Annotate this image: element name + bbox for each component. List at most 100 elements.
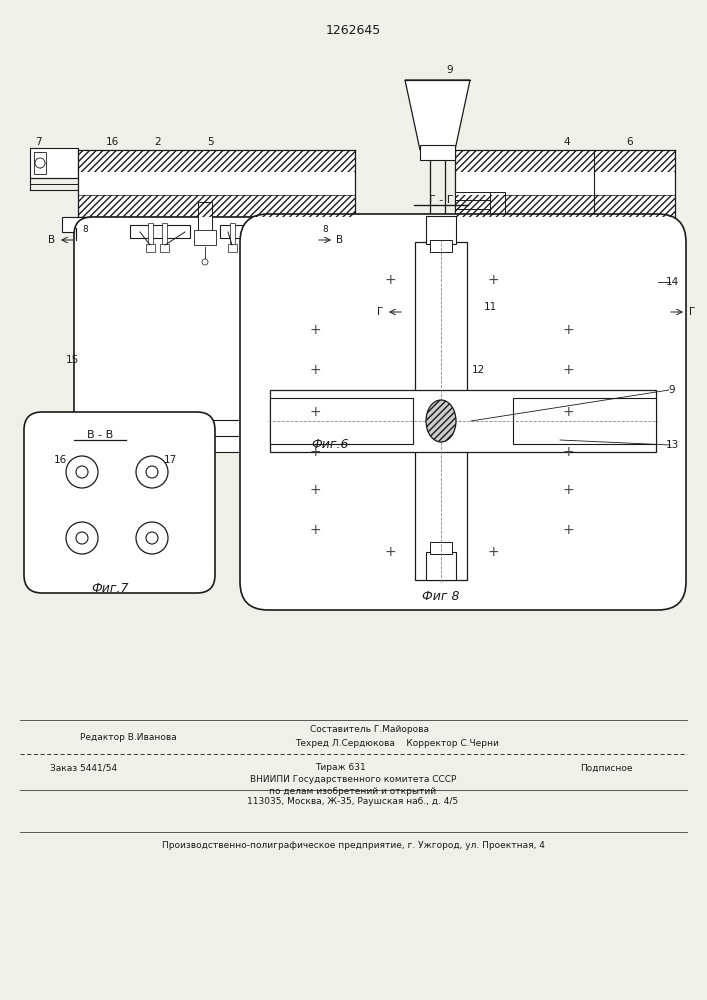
Text: Фиг 8: Фиг 8 [422, 589, 460, 602]
Bar [162, 223, 167, 245]
Ellipse shape [426, 400, 456, 442]
Bar [455, 252, 490, 260]
Bar [145, 436, 263, 452]
Text: В: В [337, 235, 344, 245]
Bar [455, 150, 675, 172]
Bar [426, 318, 450, 342]
Bar [595, 252, 655, 260]
Bar [120, 420, 288, 438]
Text: Тираж 631: Тираж 631 [315, 764, 366, 772]
Bar [490, 192, 505, 217]
Text: 5: 5 [206, 137, 214, 147]
Bar [415, 242, 467, 580]
Text: 2: 2 [155, 137, 161, 147]
Text: ВНИИПИ Государственного комитета СССР: ВНИИПИ Государственного комитета СССР [250, 776, 456, 784]
Bar [270, 398, 413, 444]
Text: Фиг.6: Фиг.6 [311, 438, 349, 452]
Bar [455, 272, 490, 280]
Text: 11: 11 [484, 302, 496, 312]
Text: +: + [562, 405, 574, 419]
Bar [455, 150, 675, 172]
Text: Г: Г [689, 307, 695, 317]
Bar [655, 252, 670, 280]
Text: по делам изобретений и открытий: по делам изобретений и открытий [269, 786, 436, 796]
Bar [78, 150, 355, 172]
Bar [78, 150, 355, 172]
Bar [513, 398, 656, 444]
Text: Составитель Г.Майорова: Составитель Г.Майорова [310, 726, 429, 734]
Circle shape [66, 522, 98, 554]
Bar [426, 216, 456, 244]
Text: 7: 7 [35, 137, 41, 147]
Text: +: + [562, 445, 574, 459]
Bar [270, 390, 656, 452]
Text: +: + [384, 545, 396, 559]
Circle shape [76, 466, 88, 478]
Text: Фиг.7: Фиг.7 [91, 582, 129, 594]
Text: +: + [487, 273, 499, 287]
Bar [430, 542, 452, 554]
Circle shape [35, 158, 45, 168]
Text: 8: 8 [82, 226, 88, 234]
Bar [30, 148, 78, 178]
Text: +: + [562, 363, 574, 377]
Bar [78, 195, 355, 217]
Text: 1262645: 1262645 [325, 23, 380, 36]
Bar [146, 244, 155, 252]
Bar [244, 223, 249, 245]
Text: В - В: В - В [87, 430, 113, 440]
Bar [198, 202, 212, 232]
Text: Производственно-полиграфическое предприятие, г. Ужгород, ул. Проектная, 4: Производственно-полиграфическое предприя… [162, 840, 544, 850]
Text: 17: 17 [163, 455, 177, 465]
Text: +: + [384, 273, 396, 287]
Bar [34, 152, 46, 174]
Text: +: + [562, 483, 574, 497]
Bar [490, 252, 505, 280]
Text: +: + [309, 445, 321, 459]
Bar [62, 217, 370, 232]
Bar [595, 272, 655, 280]
Bar [424, 295, 452, 320]
Bar [430, 240, 452, 252]
Bar [130, 225, 190, 238]
Circle shape [136, 522, 168, 554]
Bar [422, 364, 452, 380]
Text: +: + [309, 483, 321, 497]
Bar [428, 340, 444, 366]
FancyBboxPatch shape [74, 217, 335, 443]
Text: 9: 9 [447, 65, 453, 75]
Text: 4: 4 [563, 137, 571, 147]
Text: 13: 13 [665, 440, 679, 450]
Text: 8: 8 [322, 226, 328, 234]
Text: +: + [309, 523, 321, 537]
Circle shape [76, 532, 88, 544]
Bar [455, 195, 675, 217]
Circle shape [136, 456, 168, 488]
Text: +: + [309, 363, 321, 377]
Bar [160, 244, 169, 252]
Circle shape [66, 456, 98, 488]
Text: 14: 14 [665, 277, 679, 287]
Text: 16: 16 [53, 455, 66, 465]
Polygon shape [405, 80, 470, 150]
Text: В: В [49, 235, 56, 245]
Bar [230, 223, 235, 245]
Bar [455, 172, 675, 195]
Text: 113035, Москва, Ж-35, Раушская наб., д. 4/5: 113035, Москва, Ж-35, Раушская наб., д. … [247, 798, 459, 806]
Bar [78, 172, 355, 195]
Text: 9: 9 [669, 385, 675, 395]
Text: 6: 6 [626, 137, 633, 147]
FancyBboxPatch shape [240, 214, 686, 610]
Text: +: + [562, 323, 574, 337]
Bar [455, 209, 490, 217]
Text: +: + [309, 405, 321, 419]
Text: Г: Г [377, 307, 383, 317]
Bar [148, 223, 153, 245]
Bar [220, 225, 280, 238]
Bar [420, 145, 455, 160]
Bar [242, 244, 251, 252]
Text: Редактор В.Иванова: Редактор В.Иванова [80, 734, 177, 742]
Text: 15: 15 [65, 355, 78, 365]
FancyBboxPatch shape [24, 412, 215, 593]
Text: +: + [487, 545, 499, 559]
